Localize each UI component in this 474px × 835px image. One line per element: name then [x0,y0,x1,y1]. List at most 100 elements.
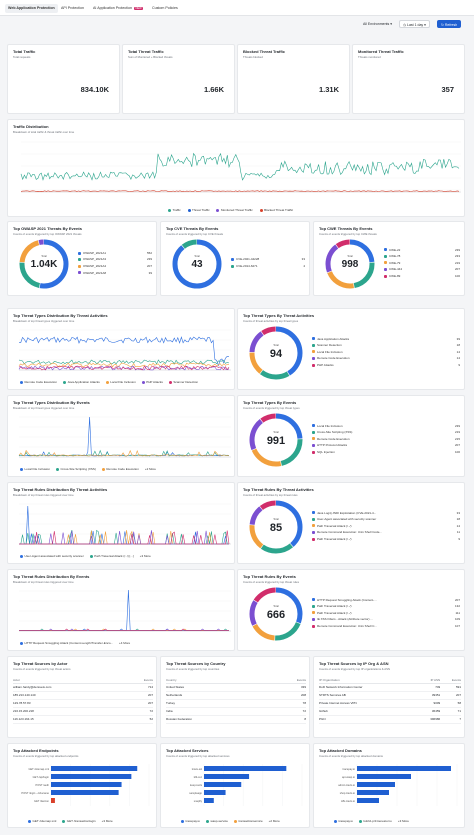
legend-label: +3 More [101,819,113,823]
legend-label: GET /sitemap.xml [32,819,57,823]
legend-item[interactable]: PHP Attacks [141,380,163,384]
legend-swatch [384,274,387,278]
legend-item[interactable]: +3 More [140,554,151,558]
table-row: DoD Network Information Center 749 591 [319,683,461,692]
legend-item[interactable]: wasp-service [205,819,228,823]
legend-item[interactable]: +3 More [398,819,409,823]
legend-item[interactable]: Java Application Attacks [63,380,100,384]
kpi-title: Monitored Threat Traffic [358,49,404,54]
column-header: Events [126,677,153,684]
legend-item[interactable]: User-Agent associated with security scan… [20,554,84,558]
distribution-chart [19,503,231,545]
legend-item[interactable]: Cross-Site Scripting (XSS) [56,467,96,471]
legend-dot [233,819,237,823]
table-row: 129.78.57.83 207 [13,699,153,708]
bar-label: k9t-svc [194,775,203,779]
legend-value: 239 [454,247,460,252]
legend-item[interactable]: Blocked Threat Traffic [259,208,293,212]
distribution-legend: User-Agent associated with security scan… [20,554,157,558]
legend-item[interactable]: Traffic [168,208,181,212]
legend-row: CWE-22 239 [384,248,460,252]
legend-label: Remote Code Execution [317,356,350,361]
legend-item[interactable]: +3 More [102,819,113,823]
card-title: Top Threat Sources by IP Org & ASN [319,661,389,666]
table-cell: william.hardy@denreeis.com [13,683,126,692]
bar-label: GET /sitemap.xml [28,767,49,771]
traffic-distribution-card: Traffic Distribution Breakdown of total … [7,119,465,217]
table-cell: Turkey [166,699,270,708]
legend-item[interactable]: Remote Code Execution [20,380,57,384]
legend-value: 207 [146,264,152,268]
table-cell: 207 [126,691,153,700]
column-header: Events [269,677,306,684]
environment-select[interactable]: All Environments ▾ [363,22,392,26]
tab-custom-policies[interactable]: Custom Policies [152,6,178,10]
legend-item[interactable]: Threat Traffic [187,208,210,212]
donut-chart [172,239,222,289]
legend-item[interactable]: Local File Inclusion [20,467,50,471]
table-cell: 591 [440,683,461,692]
legend-item[interactable]: Path Traversal Attack (/../) [...] [89,554,134,558]
legend-swatch [312,618,315,621]
legend-dot [63,380,67,384]
legend-item[interactable]: transactionservice [233,819,263,823]
legend-dot [101,467,105,471]
kpi-sub: Total requests [13,55,31,59]
threat-sources-actor-card: Top Threat Sources by Actor Counts of eve… [7,656,157,738]
legend-item[interactable]: Remote Code Execution [101,467,139,471]
kpi-title: Total Threat Traffic [128,49,164,54]
time-range-select[interactable]: ◷ Last 1 day ▾ [399,20,430,28]
legend-value: 14 [456,523,460,528]
card-title: Top Threat Rules By Events [243,574,296,579]
legend-item[interactable]: HTTP Request Smuggling Attack (Content-L… [20,641,113,645]
card-title: Top Attacked Endpoints [13,748,59,753]
legend-item[interactable]: +4 More [119,641,130,645]
table-cell: 36459 [417,707,441,716]
tab-ai-application-protection[interactable]: AI Application Protection NEW [90,4,146,13]
legend-value: 233 [454,254,460,259]
table-row: India 72 [166,707,306,716]
legend-label: +3 More [397,819,409,823]
refresh-button[interactable]: ↻ Refresh [437,20,462,28]
kpi-value: 834.10K [80,85,109,94]
tab-bar: Web Application Protection API Protectio… [0,0,474,16]
table-row: Turkey 78 [166,699,306,708]
card-subtitle: Counts of threat activities by top threa… [243,493,298,497]
legend-label: ls22cl-pr3.tienestor.io [363,819,392,823]
bar-label: shop.travis.io [340,791,356,795]
legend-label: Path Traversal Attack (/../) [...] [94,554,134,558]
card-subtitle: Counts of events triggered by top CVE th… [166,232,224,236]
legend-item[interactable]: Scanner Detection [168,380,198,384]
bar-label: travis-ssl [192,767,203,771]
column-header: Events [440,677,461,684]
table-cell: 207 [126,699,153,708]
legend-value: 14 [456,356,460,361]
legend-item[interactable]: tracepay.io [334,819,353,823]
legend-item[interactable]: tracepay.io [181,819,200,823]
legend-item[interactable]: +2 More [145,467,156,471]
legend-row: Path Traversal Attack (/../) 132 [312,604,460,608]
legend-swatch [312,363,315,367]
legend-label: CWE-22 [389,247,401,252]
tab-api-protection[interactable]: API Protection [61,6,84,10]
tab-web-application-protection[interactable]: Web Application Protection [5,4,58,13]
table-cell: 185.213.140.140 [13,691,126,700]
table-cell: 52 [126,715,153,724]
legend-item[interactable]: +2 More [269,819,280,823]
bar [204,766,287,771]
legend-item[interactable]: ls22cl-pr3.tienestor.io [358,819,392,823]
legend-dot [141,380,145,384]
legend-item[interactable]: GET /sitemap.xml [28,819,56,823]
table-row: United States 339 [166,683,306,692]
table-cell: 78 [269,699,306,708]
legend-dot [89,554,93,558]
legend-label: HTTP Request Smuggling Attack (Content-.… [317,597,377,602]
legend-dot [334,819,337,823]
legend-item[interactable]: Monitored Threat Traffic [216,208,253,212]
donut-chart [249,413,303,467]
table-cell: Github [319,707,418,716]
legend-item[interactable]: GET /transactionlogin [62,819,96,823]
legend-item[interactable]: Local File Inclusion [105,380,136,384]
legend-swatch [312,524,315,528]
legend-row: Remote Code Execution 215 [312,437,460,441]
